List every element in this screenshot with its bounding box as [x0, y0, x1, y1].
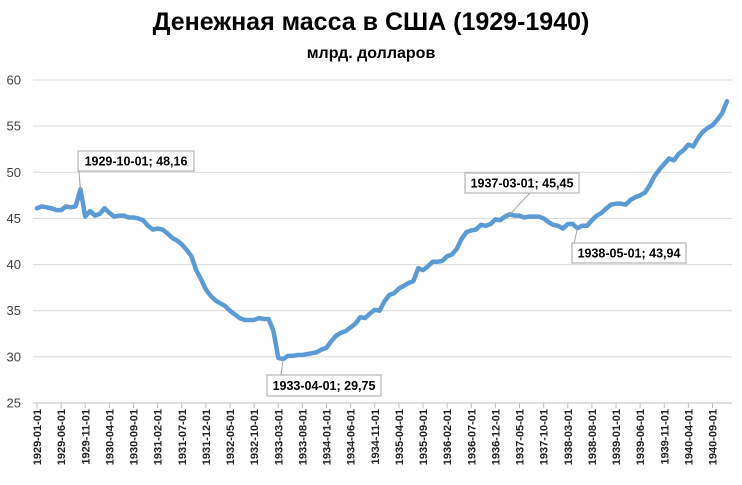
x-tick-label: 1937-05-01: [515, 409, 527, 465]
x-tick-label: 1934-01-01: [322, 409, 334, 465]
x-tick-label: 1939-01-01: [611, 409, 623, 465]
annotation-leader: [509, 192, 531, 215]
x-tick-label: 1934-06-01: [346, 409, 358, 465]
annotation-box: [266, 374, 382, 397]
y-tick-label: 30: [7, 349, 21, 364]
x-tick-label: 1935-04-01: [394, 409, 406, 465]
chart-subtitle: млрд. долларов: [306, 45, 436, 62]
y-tick-label: 45: [7, 211, 21, 226]
x-tick-label: 1930-09-01: [129, 409, 141, 465]
y-tick-label: 35: [7, 303, 21, 318]
x-tick-label: 1938-08-01: [587, 409, 599, 465]
x-tick-label: 1940-09-01: [708, 409, 720, 465]
annotation-box: [571, 242, 687, 264]
x-tick-label: 1930-04-01: [104, 409, 116, 465]
x-tick-label: 1929-06-01: [56, 409, 68, 465]
x-tick-label: 1931-02-01: [153, 409, 165, 465]
x-tick-label: 1939-11-01: [659, 409, 671, 465]
x-tick-label: 1937-10-01: [539, 409, 551, 465]
y-tick-label: 50: [7, 165, 21, 180]
annotation-box: [77, 150, 195, 172]
x-tick-label: 1932-10-01: [249, 409, 261, 465]
series-line: [34, 98, 730, 362]
chart-title: Денежная масса в США (1929-1940): [152, 8, 590, 36]
x-tick-label: 1931-12-01: [201, 409, 213, 465]
x-tick-label: 1935-09-01: [418, 409, 430, 465]
y-tick-label: 25: [7, 396, 21, 411]
y-tick-label: 40: [7, 257, 21, 272]
x-tick-label: 1933-03-01: [273, 409, 285, 465]
annotation-label: 1929-10-01; 48,16: [85, 155, 188, 169]
x-tick-label: 1939-06-01: [635, 409, 647, 465]
x-tick-label: 1932-05-01: [225, 409, 237, 465]
annotation-box: [464, 172, 580, 194]
x-tick-label: 1934-11-01: [370, 409, 382, 465]
y-tick-label: 55: [7, 119, 21, 134]
x-tick-label: 1936-12-01: [490, 409, 502, 465]
x-tick-label: 1936-07-01: [466, 409, 478, 465]
x-tick-label: 1929-11-01: [80, 409, 92, 465]
x-tick-label: 1938-03-01: [563, 409, 575, 465]
annotation-leader: [280, 359, 284, 376]
x-tick-label: 1940-04-01: [683, 409, 695, 465]
x-tick-label: 1931-07-01: [177, 409, 189, 465]
annotation-label: 1933-04-01; 29,75: [273, 379, 376, 393]
x-tick-label: 1936-02-01: [442, 409, 454, 465]
annotation-label: 1937-03-01; 45,45: [471, 177, 574, 191]
x-tick-label: 1929-01-01: [32, 409, 44, 465]
y-tick-label: 60: [7, 73, 21, 88]
x-tick-label: 1933-08-01: [297, 409, 309, 465]
annotation-label: 1938-05-01; 43,94: [578, 247, 681, 261]
